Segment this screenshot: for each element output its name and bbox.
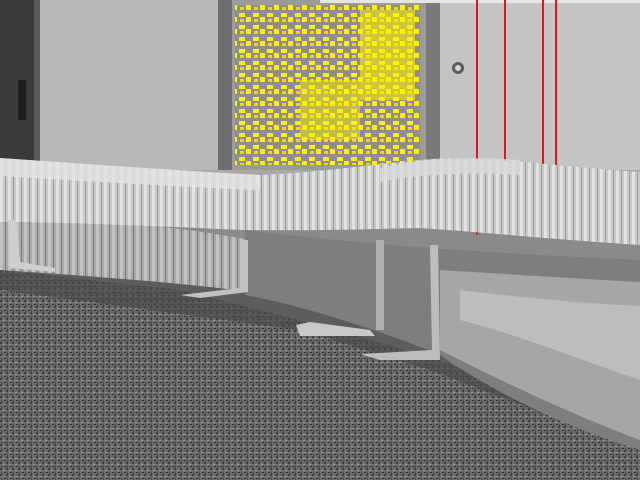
carpet-floor [0, 270, 640, 480]
strap-3 [296, 322, 375, 336]
cabinet-edge [34, 0, 40, 175]
strap-2 [180, 240, 248, 298]
tube-shadow [0, 260, 640, 450]
lower-tube-left [0, 215, 250, 292]
wall-light-left [40, 0, 220, 170]
ceiling-strip [320, 0, 640, 3]
strap-5 [360, 245, 440, 360]
strap-1 [8, 220, 55, 272]
strap-4 [376, 240, 384, 330]
cabinet-handle [18, 80, 26, 120]
door-frame-left [218, 0, 232, 170]
door-frame-right [426, 0, 440, 170]
wall-light-right [430, 0, 640, 170]
